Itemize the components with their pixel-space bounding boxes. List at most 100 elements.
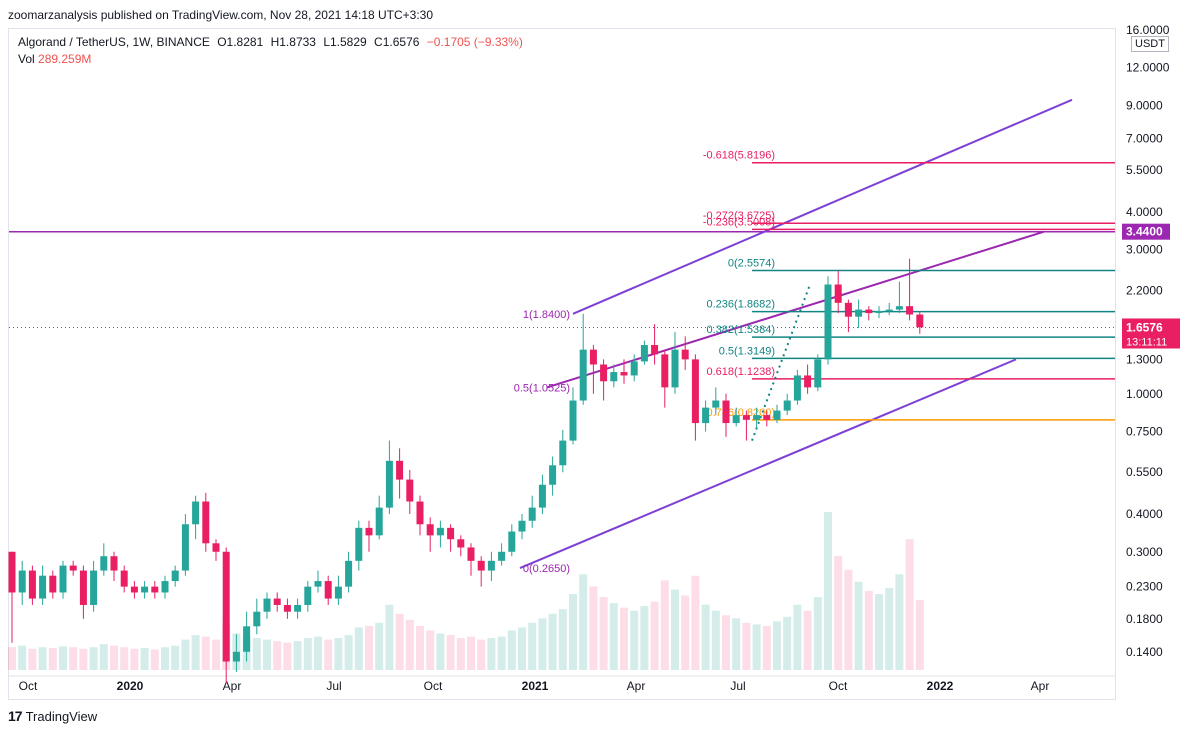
current-price-countdown: 13:11:11 xyxy=(1126,336,1167,348)
time-tick: Apr xyxy=(1031,679,1050,693)
price-tick: 0.1400 xyxy=(1126,645,1163,659)
candle-body xyxy=(416,501,424,525)
channel-mid-line xyxy=(546,230,1045,389)
volume-bar xyxy=(150,649,159,670)
candle-body xyxy=(222,551,230,662)
volume-bar xyxy=(650,601,659,670)
volume-bar xyxy=(671,589,679,670)
volume-bar xyxy=(130,648,139,670)
volume-bar xyxy=(854,581,863,670)
volume-bar xyxy=(620,607,628,670)
volume-bar xyxy=(201,636,210,670)
volume-bar xyxy=(140,647,149,670)
volume-bar xyxy=(385,604,394,670)
volume-bar xyxy=(252,638,261,670)
candle-body xyxy=(171,570,179,582)
candle-body xyxy=(824,284,832,360)
volume-bar xyxy=(110,645,118,670)
candle-body xyxy=(589,349,597,365)
candle-body xyxy=(59,565,67,593)
volume-legend: Vol 289.259M xyxy=(18,52,91,66)
fib-level-label: 0(2.5574) xyxy=(728,257,775,269)
price-tick: 5.5000 xyxy=(1126,163,1163,177)
volume-bar xyxy=(569,594,577,670)
candle-body xyxy=(253,611,261,627)
candle-body xyxy=(49,575,57,593)
volume-bar xyxy=(885,587,894,670)
candle-body xyxy=(110,556,118,571)
volume-bar xyxy=(38,647,47,670)
candle-body xyxy=(875,310,883,314)
candle-body xyxy=(120,570,128,587)
volume-bar xyxy=(681,595,690,670)
candle-body xyxy=(671,349,679,388)
candle-body xyxy=(753,415,761,420)
footer-branding: 17 TradingView xyxy=(8,708,97,724)
candle-body xyxy=(916,314,924,328)
candle-body xyxy=(549,465,557,485)
volume-bar xyxy=(834,556,843,670)
candle-body xyxy=(161,581,169,593)
anchor-label: 0(0.2650) xyxy=(523,563,570,575)
candle-body xyxy=(691,359,699,424)
candle-body xyxy=(406,479,414,502)
volume-bar xyxy=(120,647,129,670)
fib-level-label: 0.5(1.3149) xyxy=(719,345,775,357)
candle-body xyxy=(773,410,781,420)
volume-bar xyxy=(762,625,771,670)
volume-bar xyxy=(273,641,282,670)
candle-body xyxy=(69,565,77,571)
price-tick: 0.1800 xyxy=(1126,612,1163,626)
candle-body xyxy=(834,284,842,303)
symbol-name[interactable]: Algorand / TetherUS, 1W, BINANCE xyxy=(18,35,210,49)
chart-pane[interactable] xyxy=(8,28,1116,700)
candle-body xyxy=(804,375,812,388)
candle-body xyxy=(192,501,200,525)
candle-body xyxy=(814,359,822,388)
volume-bar xyxy=(579,574,588,670)
volume-bar xyxy=(711,610,720,670)
candle-body xyxy=(620,372,628,376)
volume-bar xyxy=(416,625,424,670)
candle-body xyxy=(865,309,873,314)
volume-bar xyxy=(528,622,537,670)
time-tick: 2022 xyxy=(927,679,954,693)
candle-body xyxy=(538,484,546,508)
volume-bar xyxy=(467,636,475,670)
candle-body xyxy=(79,570,87,605)
candle-body xyxy=(8,551,16,593)
candle-body xyxy=(181,524,189,571)
time-tick: Oct xyxy=(424,679,443,693)
volume-bar xyxy=(456,638,465,670)
current-price-value: 1.6576 xyxy=(1126,320,1163,334)
volume-bar xyxy=(773,621,781,670)
volume-bar xyxy=(548,613,557,670)
volume-bar xyxy=(813,597,822,670)
currency-button[interactable]: USDT xyxy=(1131,36,1169,52)
volume-bar xyxy=(691,575,700,670)
candle-body xyxy=(426,524,434,536)
candle-body xyxy=(151,586,159,593)
candle-body xyxy=(202,501,210,544)
candle-body xyxy=(283,604,291,612)
price-tick: 0.5500 xyxy=(1126,465,1163,479)
volume-bar xyxy=(803,610,812,670)
volume-bar xyxy=(283,642,292,670)
volume-bar xyxy=(742,622,751,670)
candle-body xyxy=(498,551,506,561)
candle-body xyxy=(742,415,750,420)
fib-level-label: 0.236(1.8682) xyxy=(707,299,776,311)
symbol-legend: Algorand / TetherUS, 1W, BINANCE O1.8281… xyxy=(18,35,527,49)
volume-bar xyxy=(436,633,445,670)
time-tick: 2021 xyxy=(522,679,549,693)
ohlc-open: O1.8281 xyxy=(217,35,264,49)
candle-body xyxy=(232,651,240,662)
volume-bar xyxy=(732,618,741,670)
price-tick: 0.2300 xyxy=(1126,580,1163,594)
price-tick: 1.3000 xyxy=(1126,352,1163,366)
candle-body xyxy=(600,364,608,382)
fib-level-label: -0.272(3.6725) xyxy=(703,210,775,222)
candle-body xyxy=(304,586,312,605)
candle-body xyxy=(467,547,475,561)
